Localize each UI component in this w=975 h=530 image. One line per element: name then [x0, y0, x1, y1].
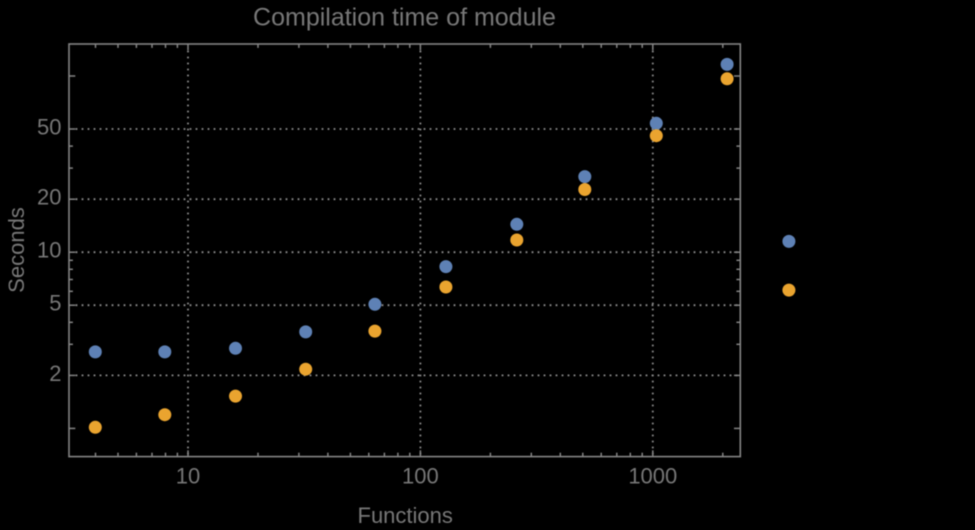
svg-text:Seconds: Seconds	[4, 207, 29, 293]
svg-text:10: 10	[176, 464, 200, 489]
svg-text:100: 100	[402, 464, 439, 489]
svg-text:1000: 1000	[628, 464, 677, 489]
svg-text:20: 20	[37, 185, 61, 210]
svg-text:Compilation time of module: Compilation time of module	[253, 3, 556, 31]
svg-text:10: 10	[37, 238, 61, 263]
svg-text:Functions: Functions	[358, 503, 453, 525]
svg-text:50: 50	[37, 115, 61, 140]
svg-text:5: 5	[49, 291, 61, 316]
svg-text:2: 2	[49, 361, 61, 386]
